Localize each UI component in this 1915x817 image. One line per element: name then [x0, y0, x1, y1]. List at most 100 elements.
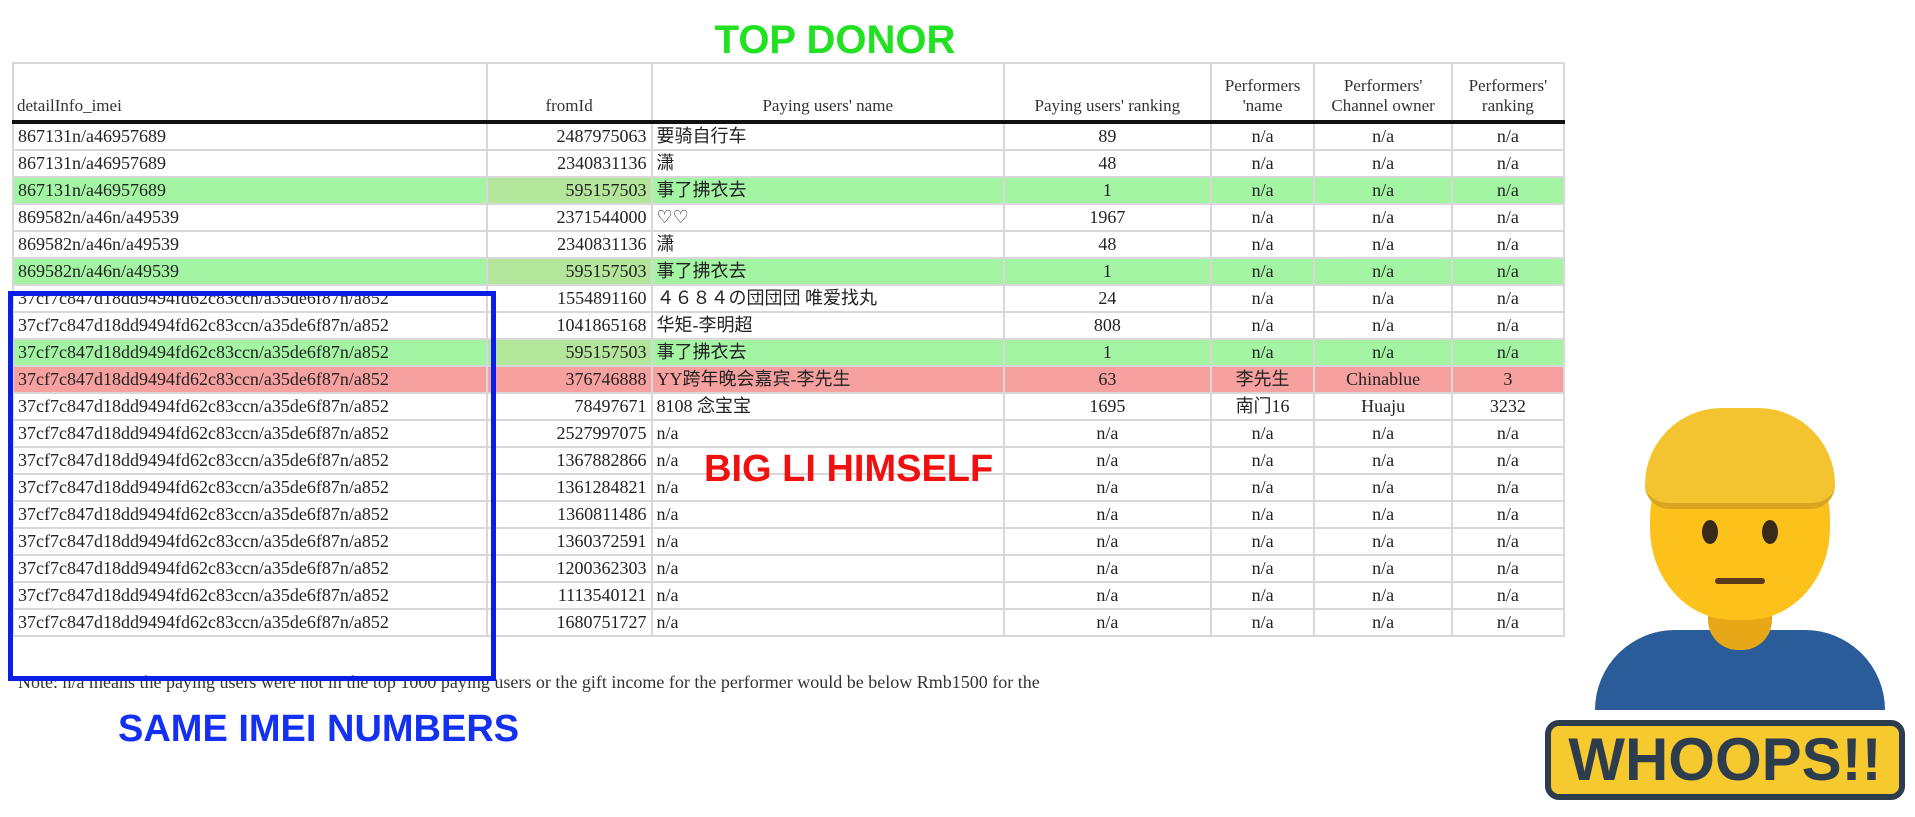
table-cell: 2340831136	[485, 149, 653, 178]
table-cell: 808	[1002, 311, 1212, 340]
table-cell: 事了拂衣去	[650, 176, 1005, 205]
table-cell: 1554891160	[485, 284, 653, 313]
table-cell: 37cf7c847d18dd9494fd62c83ccn/a35de6f87n/…	[12, 500, 488, 529]
top-donor-annotation: TOP DONOR	[714, 18, 956, 62]
table-cell: 事了拂衣去	[650, 257, 1005, 286]
header-row: detailInfo_imei fromId Paying users' name P…	[12, 62, 1566, 124]
table-cell: n/a	[1313, 527, 1453, 556]
table-cell: 1680751727	[485, 608, 653, 637]
table-cell: 37cf7c847d18dd9494fd62c83ccn/a35de6f87n/…	[12, 473, 488, 502]
table-cell: n/a	[1209, 527, 1316, 556]
table-cell: n/a	[1313, 554, 1453, 583]
table-cell: n/a	[1313, 500, 1453, 529]
table-cell: 1360372591	[485, 527, 653, 556]
table-cell: 37cf7c847d18dd9494fd62c83ccn/a35de6f87n/…	[12, 419, 488, 448]
table-row: 37cf7c847d18dd9494fd62c83ccn/a35de6f87n/…	[12, 284, 1566, 313]
table-cell: 3232	[1450, 392, 1566, 421]
table-body: 867131n/a46957689 2487975063 要骑自行车 89 n/a n/a…	[12, 121, 1566, 637]
table-note: Note: n/a means the paying users were no…	[18, 672, 1040, 692]
table-cell: n/a	[1450, 121, 1566, 151]
emoji-eye	[1702, 520, 1718, 544]
table-row: 37cf7c847d18dd9494fd62c83ccn/a35de6f87n/…	[12, 608, 1566, 637]
table-cell: 要骑自行车	[650, 121, 1005, 151]
table-cell: 1	[1002, 176, 1212, 205]
table-cell: 867131n/a46957689	[12, 176, 488, 205]
table-row: 37cf7c847d18dd9494fd62c83ccn/a35de6f87n/…	[12, 446, 1566, 475]
table-cell: n/a	[1209, 473, 1316, 502]
big-li-annotation: BIG LI HIMSELF	[704, 448, 994, 490]
table-cell: n/a	[650, 527, 1005, 556]
table-cell: 2371544000	[485, 203, 653, 232]
table-cell: 89	[1002, 121, 1212, 151]
table-cell: n/a	[1313, 149, 1453, 178]
table-cell: n/a	[1209, 338, 1316, 367]
table-row: 867131n/a46957689 2487975063 要骑自行车 89 n/a n/a…	[12, 121, 1566, 151]
table-cell: n/a	[650, 446, 1005, 475]
table-cell: n/a	[1002, 554, 1212, 583]
table-cell: 37cf7c847d18dd9494fd62c83ccn/a35de6f87n/…	[12, 392, 488, 421]
table-row: 37cf7c847d18dd9494fd62c83ccn/a35de6f87n/…	[12, 311, 1566, 340]
table-cell: 63	[1002, 365, 1212, 394]
table-row: 869582n/a46n/a49539 2371544000 ♡♡ 1967 n/a n/…	[12, 203, 1566, 232]
table-cell: 867131n/a46957689	[12, 149, 488, 178]
table-cell: n/a	[650, 554, 1005, 583]
table-cell: n/a	[1002, 446, 1212, 475]
table-cell: 37cf7c847d18dd9494fd62c83ccn/a35de6f87n/…	[12, 311, 488, 340]
table-row: 869582n/a46n/a49539 595157503 事了拂衣去 1 n/a n/a…	[12, 257, 1566, 286]
table-cell: 潇	[650, 149, 1005, 178]
table-row: 37cf7c847d18dd9494fd62c83ccn/a35de6f87n/…	[12, 419, 1566, 448]
emoji-eye	[1762, 520, 1778, 544]
table-cell: n/a	[1002, 608, 1212, 637]
table-row: 869582n/a46n/a49539 2340831136 潇 48 n/a n/a n/…	[12, 230, 1566, 259]
table-row: 867131n/a46957689 2340831136 潇 48 n/a n/a n/a	[12, 149, 1566, 178]
table-cell: 37cf7c847d18dd9494fd62c83ccn/a35de6f87n/…	[12, 581, 488, 610]
table-cell: n/a	[1002, 419, 1212, 448]
table-row: 37cf7c847d18dd9494fd62c83ccn/a35de6f87n/…	[12, 581, 1566, 610]
table-cell: n/a	[1313, 257, 1453, 286]
column-header: fromId	[485, 62, 653, 124]
table-row: 37cf7c847d18dd9494fd62c83ccn/a35de6f87n/…	[12, 392, 1566, 421]
table-cell: 3	[1450, 365, 1566, 394]
table-cell: n/a	[650, 608, 1005, 637]
table-cell: 37cf7c847d18dd9494fd62c83ccn/a35de6f87n/…	[12, 554, 488, 583]
table-cell: 2340831136	[485, 230, 653, 259]
table-cell: n/a	[1209, 149, 1316, 178]
table-cell: 37cf7c847d18dd9494fd62c83ccn/a35de6f87n/…	[12, 365, 488, 394]
table-cell: n/a	[1313, 338, 1453, 367]
column-header: Paying users' name	[650, 62, 1005, 124]
table-cell: 595157503	[485, 176, 653, 205]
table-cell: n/a	[1313, 608, 1453, 637]
table-cell: 2527997075	[485, 419, 653, 448]
table-cell: n/a	[1313, 230, 1453, 259]
table-cell: 1360811486	[485, 500, 653, 529]
table-cell: 869582n/a46n/a49539	[12, 230, 488, 259]
table-cell: 1	[1002, 338, 1212, 367]
table-cell: 869582n/a46n/a49539	[12, 257, 488, 286]
table-cell: 37cf7c847d18dd9494fd62c83ccn/a35de6f87n/…	[12, 527, 488, 556]
table-cell: n/a	[1450, 419, 1566, 448]
table-cell: n/a	[1209, 419, 1316, 448]
emoji-mouth	[1715, 578, 1765, 584]
table-cell: n/a	[1002, 581, 1212, 610]
table-row: 37cf7c847d18dd9494fd62c83ccn/a35de6f87n/…	[12, 473, 1566, 502]
table-cell: n/a	[1450, 473, 1566, 502]
table-cell: 8108 念宝宝	[650, 392, 1005, 421]
donor-table: detailInfo_imei fromId Paying users' name P…	[12, 62, 1566, 637]
table-cell: n/a	[1450, 257, 1566, 286]
table-cell: n/a	[1313, 419, 1453, 448]
table-cell: n/a	[1209, 284, 1316, 313]
column-header: Performers 'name	[1209, 62, 1316, 124]
table-cell: n/a	[1209, 230, 1316, 259]
whoops-banner: WHOOPS!!	[1545, 720, 1905, 800]
table-cell: n/a	[650, 581, 1005, 610]
table-cell: 595157503	[485, 338, 653, 367]
table-row: 37cf7c847d18dd9494fd62c83ccn/a35de6f87n/…	[12, 500, 1566, 529]
table-cell: 78497671	[485, 392, 653, 421]
column-header: Performers' ranking	[1450, 62, 1566, 124]
table-cell: 1695	[1002, 392, 1212, 421]
emoji-hair	[1645, 408, 1835, 509]
table-cell: n/a	[650, 419, 1005, 448]
table-row: 867131n/a46957689 595157503 事了拂衣去 1 n/a n/a n/…	[12, 176, 1566, 205]
table-cell: n/a	[1450, 500, 1566, 529]
table-cell: n/a	[1313, 311, 1453, 340]
